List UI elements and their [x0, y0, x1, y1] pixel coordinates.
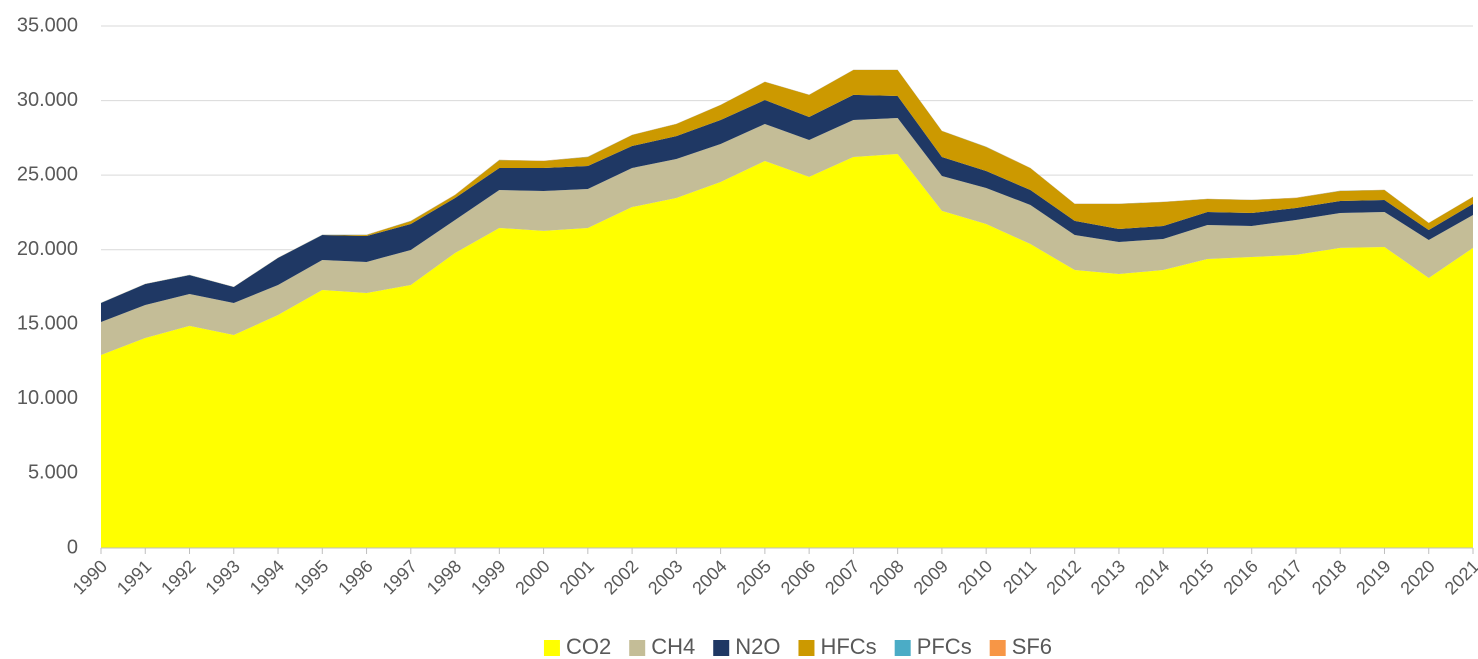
- x-tick-label: 2011: [999, 556, 1041, 598]
- legend-swatch: [543, 640, 560, 656]
- x-tick-label: 1999: [467, 556, 509, 598]
- x-tick-label: 2012: [1042, 556, 1084, 598]
- legend-label: N2O: [735, 634, 780, 659]
- legend-swatch: [894, 640, 911, 656]
- x-tick-label: 1993: [202, 556, 244, 598]
- legend: CO2 CH4 N2O HFCs PFCs SF6: [543, 634, 1052, 659]
- x-tick-label: 1991: [113, 556, 155, 598]
- x-tick-label: 2003: [644, 556, 686, 598]
- legend-label: CH4: [651, 634, 695, 659]
- x-tick-label: 2015: [1175, 556, 1217, 598]
- x-tick-label: 2006: [777, 556, 819, 598]
- legend-label: SF6: [1012, 634, 1052, 659]
- legend-swatch: [629, 640, 646, 656]
- y-tick-label: 25.000: [17, 163, 78, 185]
- y-tick-label: 30.000: [17, 89, 78, 111]
- x-tick-label: 1995: [290, 556, 332, 598]
- x-tick-label: 1998: [423, 556, 465, 598]
- x-tick-label: 1992: [157, 556, 199, 598]
- y-tick-label: 0: [67, 536, 78, 558]
- area: [101, 118, 1473, 356]
- x-tick-label: 1997: [379, 556, 421, 598]
- legend-swatch: [798, 640, 815, 656]
- x-tick-label: 2010: [954, 556, 996, 598]
- y-tick-label: 15.000: [17, 313, 78, 335]
- x-tick-label: 1994: [246, 556, 288, 598]
- x-tick-label: 2019: [1352, 556, 1394, 598]
- y-tick-label: 20.000: [17, 238, 78, 260]
- x-tick-label: 2001: [556, 556, 598, 598]
- x-tick-label: 2013: [1087, 556, 1129, 598]
- x-tick-label: 2005: [733, 556, 775, 598]
- x-tick-label: 2007: [821, 556, 863, 598]
- x-tick-label: 2002: [600, 556, 642, 598]
- x-tick-label: 1996: [334, 556, 376, 598]
- area: [101, 153, 1473, 548]
- x-tick-label: 2009: [910, 556, 952, 598]
- x-tick-label: 2017: [1264, 556, 1306, 598]
- x-tick-label: 2014: [1131, 556, 1173, 598]
- legend-label: CO2: [566, 634, 611, 659]
- legend-swatch: [713, 640, 730, 656]
- x-tick-label: 2021: [1441, 556, 1478, 598]
- legend-swatch: [989, 640, 1006, 656]
- x-tick-label: 2020: [1396, 556, 1438, 598]
- y-tick-label: 35.000: [17, 14, 78, 36]
- x-tick-label: 2016: [1219, 556, 1261, 598]
- legend-label: HFCs: [820, 634, 876, 659]
- x-tick-label: 2008: [865, 556, 907, 598]
- y-tick-label: 10.000: [17, 387, 78, 409]
- x-tick-label: 2018: [1308, 556, 1350, 598]
- x-tick-label: 2004: [688, 556, 730, 598]
- y-tick-label: 5.000: [28, 462, 78, 484]
- x-tick-label: 1990: [69, 556, 111, 598]
- legend-label: PFCs: [917, 634, 972, 659]
- area: [101, 94, 1473, 323]
- x-tick-label: 2000: [511, 556, 553, 598]
